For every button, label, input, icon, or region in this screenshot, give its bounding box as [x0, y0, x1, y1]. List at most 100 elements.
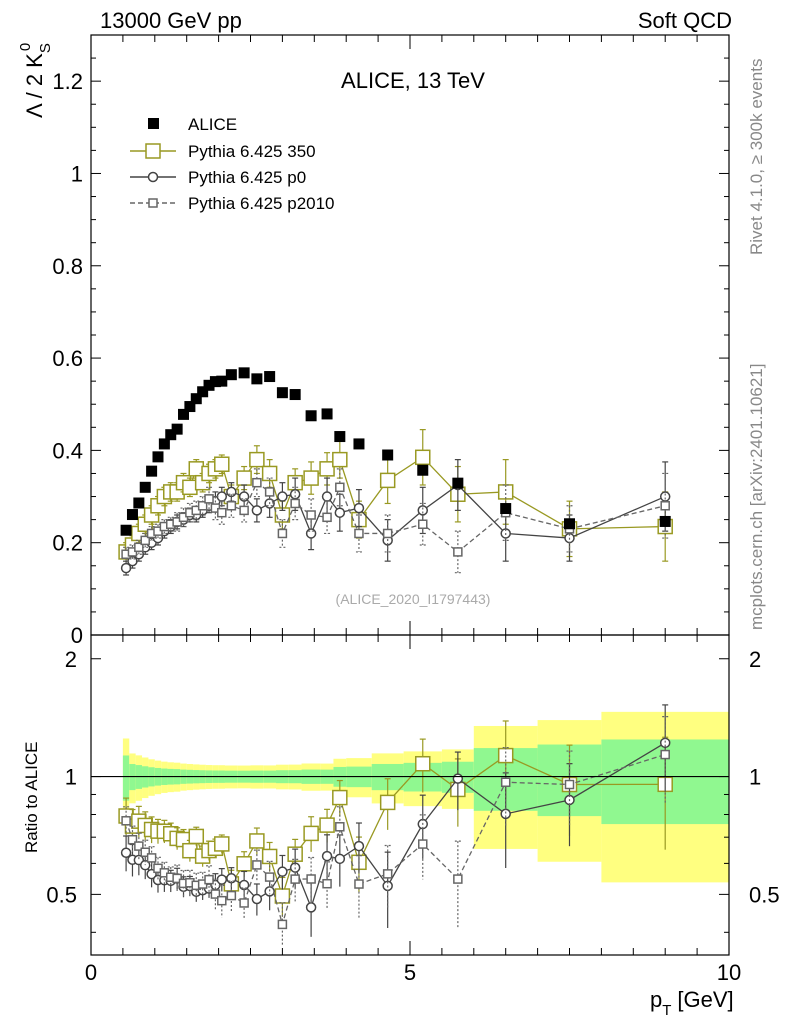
main-point-alice	[382, 449, 394, 461]
ratio-point-p0	[251, 893, 263, 905]
x-axis-label-text: p	[650, 987, 662, 1012]
ratio-band-inner	[122, 755, 130, 801]
main-y-axis-label-sup: 0	[17, 43, 34, 51]
main-series-layer	[118, 367, 673, 576]
header-left: 13000 GeV pp	[100, 8, 242, 33]
ratio-series-layer	[118, 704, 673, 946]
main-point-alice	[139, 481, 151, 493]
ratio-point-p0	[321, 850, 333, 862]
axes-layer: 00.20.40.60.811.20.5 0.51 12 20 5 10	[46, 34, 780, 985]
ratio-point-p2010	[382, 869, 393, 879]
main-point-p2010	[204, 494, 214, 504]
main-point-p2010	[322, 512, 332, 523]
main-y-tick-label: 1	[71, 161, 83, 186]
main-point-alice	[146, 465, 158, 477]
ratio-point-p350	[261, 848, 278, 865]
main-point-p0	[417, 505, 429, 516]
main-point-p350	[303, 470, 319, 486]
main-point-alice	[564, 518, 575, 530]
main-point-p2010	[382, 528, 393, 539]
main-point-alice	[353, 438, 365, 450]
main-point-p350	[261, 465, 278, 482]
ratio-point-p0	[216, 874, 228, 885]
main-point-p350	[497, 484, 514, 500]
main-series-p350	[118, 429, 673, 562]
ratio-point-p2010	[172, 873, 182, 884]
ratio-point-p2010	[264, 872, 275, 882]
main-y-tick-label: 0.8	[52, 254, 83, 279]
ratio-point-p2010	[239, 898, 249, 908]
ratio-point-p0	[277, 866, 288, 877]
ratio-y-axis-label: Ratio to ALICE	[22, 741, 41, 853]
main-point-alice	[334, 431, 346, 443]
main-y-tick-label: 0.6	[52, 346, 83, 371]
main-point-p0	[334, 507, 346, 518]
ratio-point-p350	[415, 755, 431, 772]
main-point-alice	[500, 503, 512, 515]
x-axis-label-sub: T	[662, 1002, 671, 1019]
main-point-alice	[659, 515, 671, 527]
ratio-point-p0	[452, 773, 464, 784]
main-plot-frame	[90, 34, 730, 636]
ratio-point-p350	[182, 842, 198, 859]
ratio-point-p0	[353, 840, 365, 852]
main-point-alice	[171, 423, 183, 435]
svg-text:Λ / 2 KS0: Λ / 2 KS0	[17, 43, 54, 118]
main-point-p2010	[252, 477, 262, 488]
ratio-point-p2010	[140, 847, 150, 858]
main-point-alice	[452, 477, 464, 489]
main-point-alice	[321, 408, 333, 420]
ratio-point-p2010	[134, 841, 144, 851]
ratio-point-p2010	[354, 879, 364, 889]
ratio-point-p2010	[660, 749, 670, 760]
main-point-alice	[251, 373, 263, 385]
analysis-id: (ALICE_2020_I1797443)	[336, 591, 491, 607]
main-y-tick-label: 0.4	[52, 438, 83, 463]
legend-p2010-label: Pythia 6.425 p2010	[188, 194, 335, 213]
ratio-point-p2010	[210, 889, 221, 899]
ratio-point-p350	[214, 836, 230, 852]
main-point-p2010	[264, 487, 275, 497]
ratio-point-p350	[274, 888, 291, 904]
main-y-axis-label-sub: S	[37, 43, 54, 53]
main-point-p0	[277, 491, 288, 502]
ratio-y-tick-label-left: 1	[65, 765, 77, 790]
main-y-tick-label: 0	[71, 623, 83, 648]
legend-alice-label: ALICE	[188, 115, 237, 134]
ratio-y-tick-label-right: 2	[749, 647, 761, 672]
ratio-point-p350	[379, 794, 396, 811]
ratio-point-p350	[188, 828, 205, 845]
main-point-p0	[305, 528, 317, 539]
main-point-p2010	[197, 501, 208, 511]
main-point-p350	[332, 451, 348, 468]
main-point-alice	[264, 371, 276, 383]
source-label: mcplots.cern.ch [arXiv:2401.10621]	[747, 364, 766, 630]
ratio-y-tick-label-left: 2	[65, 647, 77, 672]
ratio-point-p2010	[322, 878, 332, 889]
main-point-p2010	[418, 519, 428, 529]
ratio-point-p2010	[277, 919, 288, 930]
ratio-point-p2010	[204, 874, 214, 885]
x-tick-label: 5	[404, 960, 416, 985]
main-point-alice	[190, 393, 202, 405]
main-point-p2010	[239, 505, 249, 516]
ratio-point-p2010	[335, 822, 345, 832]
header-right: Soft QCD	[638, 8, 732, 33]
ratio-point-p2010	[290, 874, 300, 884]
main-point-p350	[379, 472, 396, 489]
main-point-alice	[289, 389, 301, 401]
main-point-alice	[184, 401, 196, 413]
main-point-alice	[152, 451, 164, 463]
legend-p350-label: Pythia 6.425 350	[188, 142, 316, 161]
main-point-p2010	[226, 501, 237, 511]
ratio-point-p350	[249, 833, 265, 849]
legend: ALICE Pythia 6.425 350 Pythia 6.425 p0 P…	[130, 115, 335, 213]
x-axis-label-unit: [GeV]	[677, 987, 733, 1012]
legend-alice-marker	[148, 118, 159, 129]
main-point-p350	[214, 456, 230, 472]
ratio-point-p2010	[217, 895, 227, 906]
x-tick-label: 10	[717, 960, 741, 985]
x-tick-label: 0	[85, 960, 97, 985]
main-y-axis-label-text: Λ / 2 K	[22, 53, 47, 118]
